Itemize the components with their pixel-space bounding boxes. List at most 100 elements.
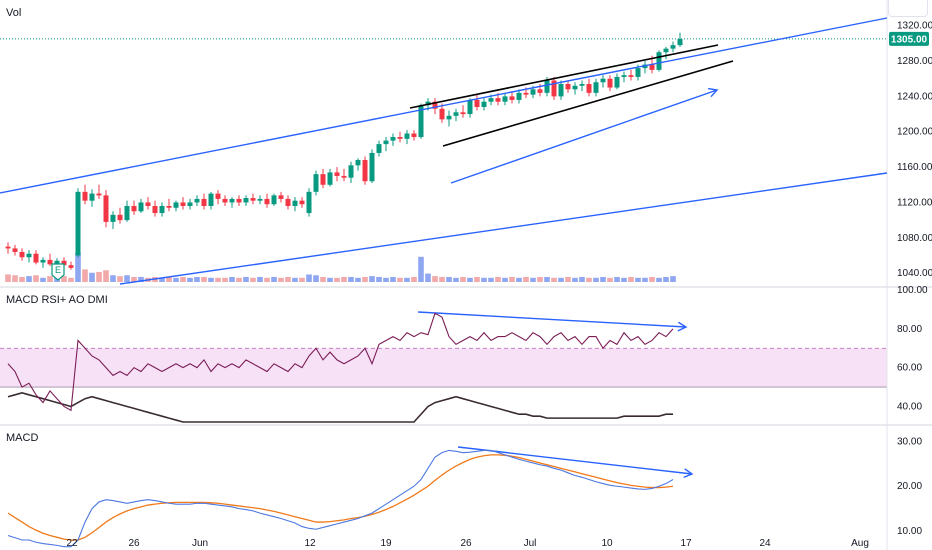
candle-body — [390, 137, 396, 141]
candle-body — [579, 84, 585, 86]
candle-body — [285, 198, 291, 206]
candle-body — [621, 75, 627, 77]
candle-body — [243, 198, 249, 203]
candle-body — [551, 80, 557, 97]
candle-body — [145, 202, 151, 206]
candle-body — [68, 265, 74, 268]
volume-bar — [544, 276, 550, 282]
volume-bar — [313, 275, 319, 282]
volume-bar — [376, 276, 382, 282]
candle-body — [54, 260, 60, 265]
rsi-secondary-line — [7, 392, 673, 423]
volume-bar — [229, 276, 235, 282]
price-tick-label: 1200.00 — [897, 127, 932, 138]
volume-bar — [495, 276, 501, 282]
volume-bar — [390, 276, 396, 282]
candle-body — [229, 198, 235, 203]
volume-bar — [110, 275, 116, 282]
time-tick-label: 12 — [304, 538, 316, 549]
time-tick-label: 22 — [66, 538, 78, 549]
candle-body — [124, 205, 130, 221]
candle-body — [558, 84, 564, 97]
candle-body — [467, 99, 473, 115]
candle-body — [635, 68, 641, 77]
candle-body — [369, 152, 375, 182]
rsi-band — [0, 348, 887, 388]
volume-bar — [75, 252, 81, 282]
volume-bar — [628, 276, 634, 282]
candle-body — [89, 193, 95, 201]
volume-bar — [82, 269, 88, 282]
price-tick-label: 1280.00 — [897, 56, 932, 67]
volume-bars — [5, 252, 676, 282]
candle-body — [194, 198, 200, 203]
macd-pane-label: MACD — [6, 432, 39, 444]
rsi-divergence-arrow-head — [677, 321, 688, 332]
volume-bar — [425, 273, 431, 282]
rsi-divergence-arrow — [417, 311, 687, 328]
candle-body — [222, 198, 228, 203]
volume-bar — [460, 276, 466, 282]
candle-body — [40, 259, 46, 263]
candle-body — [495, 98, 501, 102]
macd-line — [7, 449, 674, 548]
candle-body — [474, 99, 480, 107]
volume-bar — [355, 277, 361, 282]
macd-tick-label: 30.00 — [897, 436, 922, 447]
time-tick-label: Jul — [524, 538, 537, 549]
candle-body — [103, 195, 109, 222]
volume-bar — [362, 276, 368, 282]
candle-body — [530, 89, 536, 95]
volume-bar — [502, 277, 508, 282]
volume-bar — [96, 271, 102, 282]
svg-text:1305.00: 1305.00 — [891, 34, 928, 45]
candle-body — [355, 160, 361, 166]
volume-bar — [89, 272, 95, 282]
candle-body — [656, 52, 662, 70]
scale-settings-button[interactable] — [888, 0, 928, 17]
rsi-tick-label: 100.00 — [897, 285, 928, 296]
rsi-line — [7, 312, 674, 412]
volume-bar — [327, 277, 333, 282]
candle-body — [187, 202, 193, 206]
candle-body — [516, 92, 522, 100]
candle-body — [488, 98, 494, 102]
candle-body — [439, 108, 445, 120]
volume-bar — [656, 277, 662, 282]
volume-bar — [530, 277, 536, 282]
grid-lines — [0, 38, 887, 388]
candle-body — [453, 112, 459, 116]
macd-lines — [7, 449, 674, 548]
volume-bar — [306, 274, 312, 282]
candle-body — [26, 253, 32, 258]
volume-bar — [411, 276, 417, 282]
volume-bar — [68, 277, 74, 282]
candle-body — [320, 174, 326, 185]
candle-body — [523, 92, 529, 95]
candle-body — [306, 191, 312, 214]
candle-body — [586, 84, 592, 93]
price-axis[interactable]: 1320.00 1280.00 1240.00 1200.00 1160.00 1120.… — [897, 21, 932, 537]
candle-body — [250, 198, 256, 201]
volume-bar — [649, 276, 655, 282]
time-tick-label: 19 — [380, 538, 392, 549]
candle-body — [131, 205, 137, 212]
time-axis[interactable]: 22 26 Jun 12 19 26 Jul 10 17 24 Aug — [66, 538, 868, 549]
volume-bar — [166, 276, 172, 282]
rsi-tick-label: 60.00 — [897, 363, 922, 374]
volume-bar — [586, 277, 592, 282]
candle-body — [607, 78, 613, 88]
candle-body — [166, 205, 172, 208]
candle-body — [670, 45, 676, 49]
candle-body — [677, 38, 683, 46]
candle-body — [663, 48, 669, 53]
volume-bar — [117, 276, 123, 282]
candle-body — [460, 112, 466, 115]
earnings-marker[interactable]: E — [51, 263, 65, 281]
candle-body — [334, 172, 340, 176]
volume-bar — [453, 277, 459, 282]
time-tick-label: Aug — [851, 538, 869, 549]
candle-body — [572, 85, 578, 90]
